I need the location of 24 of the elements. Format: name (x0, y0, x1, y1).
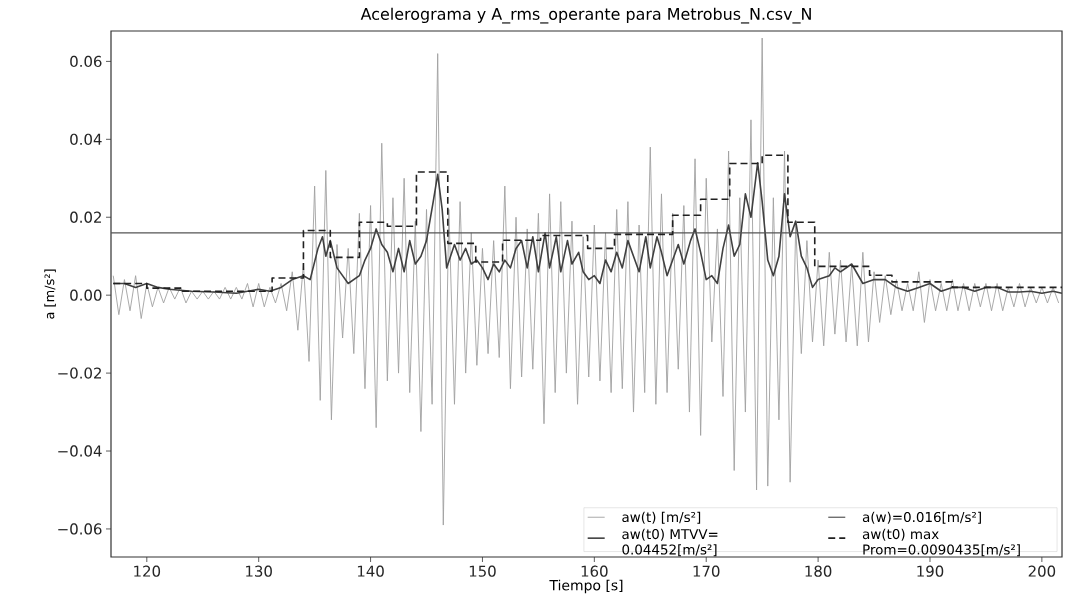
x-tick-label: 130 (246, 565, 272, 577)
y-axis-title: a [m/s²] (44, 269, 56, 319)
chart-title: Acelerograma y A_rms_operante para Metrobus_N.csv_N (360, 7, 811, 24)
y-tick-label: 0.06 (70, 55, 102, 68)
legend-label: a(w)=0.016[m/s²] (862, 511, 981, 524)
legend-label: aw(t0) max Prom=0.0090435[m/s²] (862, 528, 1020, 557)
x-tick-label: 160 (581, 565, 608, 577)
x-tick-label: 120 (134, 565, 161, 577)
legend-label: aw(t) [m/s²] (622, 511, 701, 524)
y-tick-label: 0.04 (70, 133, 102, 145)
x-tick-label: 200 (1028, 565, 1056, 577)
line-series (112, 37, 1060, 526)
x-tick-label: 180 (805, 565, 832, 577)
x-tick-label: 190 (917, 565, 944, 577)
x-tick-label: 150 (469, 565, 496, 577)
y-tick-label: −0.06 (58, 523, 102, 535)
x-axis-title: Tiempo [s] (549, 579, 623, 594)
x-tick-label: 170 (693, 565, 720, 577)
y-tick-label: −0.02 (58, 367, 101, 379)
y-tick-label: −0.04 (58, 445, 102, 457)
legend-label: aw(t0) MTVV= 0.04452[m/s²] (622, 528, 718, 557)
y-tick-label: 0.02 (70, 211, 101, 223)
x-tick-label: 140 (357, 565, 384, 577)
y-tick-label: 0.00 (70, 289, 102, 301)
